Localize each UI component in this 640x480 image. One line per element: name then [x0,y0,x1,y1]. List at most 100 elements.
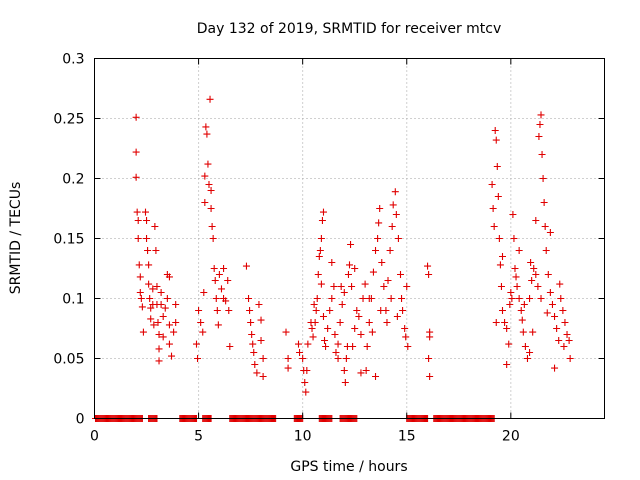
data-point [499,253,506,260]
data-point [355,313,363,320]
data-point [311,319,319,326]
data-point [528,277,536,284]
data-point [394,235,402,242]
data-point [557,295,565,302]
data-point [399,307,407,314]
x-tick-label: 5 [194,429,203,445]
data-point [424,262,432,270]
data-point [170,328,178,336]
y-tick-label: 0.3 [62,52,84,68]
data-point [491,127,499,134]
data-point [391,188,399,196]
data-point [561,319,569,326]
data-point [197,319,205,326]
data-point [209,235,217,242]
data-point [374,235,382,242]
data-point [321,337,329,344]
data-point [226,343,234,350]
data-point [515,295,523,302]
data-point [312,307,320,314]
data-point [322,343,330,350]
data-point [303,367,311,374]
y-tick-label: 0 [76,412,85,428]
data-point [222,297,230,305]
data-point [534,283,542,290]
data-point [215,271,223,278]
data-point [259,373,267,380]
y-tick-label: 0.25 [53,112,84,128]
data-point [337,283,345,290]
data-point [398,295,406,302]
data-point [497,283,505,290]
data-point [404,343,412,350]
data-point [541,223,549,230]
data-point [346,261,353,269]
data-point [488,181,496,188]
data-point [494,193,502,200]
data-point [318,217,326,224]
data-point [551,313,559,320]
data-point [388,223,396,230]
data-point [146,295,154,302]
data-point [513,283,521,290]
data-point [253,369,261,377]
data-point [361,280,369,288]
data-point [155,357,163,365]
data-point [208,223,216,230]
data-point [393,313,401,320]
data-point [163,295,171,302]
data-points-layer [132,95,574,396]
data-point [530,265,538,272]
x-axis-ticks: 0 5 10 15 20 [90,58,520,445]
data-point [341,379,349,386]
data-point [359,295,367,302]
x-tick-label: 0 [90,429,99,445]
data-point [520,301,528,308]
data-point [324,325,332,332]
data-point [542,247,550,254]
data-point [199,328,207,336]
data-point [425,355,433,362]
data-point [331,331,339,338]
x-tick-label: 20 [502,429,520,445]
data-point [377,307,385,314]
y-axis-ticks: 0 0.05 0.1 0.15 0.2 0.25 0.3 [53,52,605,428]
data-point [527,259,535,266]
x-axis-label: GPS time / hours [290,459,407,475]
data-point [517,307,525,314]
data-point [357,331,365,338]
data-point [200,289,208,296]
data-point [375,219,383,227]
data-point [259,355,267,362]
data-point [247,319,255,326]
data-point [284,355,292,362]
data-point [511,265,519,272]
data-point [246,307,254,314]
x-tick-label: 15 [398,429,416,445]
data-point [357,369,365,377]
data-point [296,349,304,356]
data-point [383,319,391,326]
data-point [328,259,336,266]
data-point [426,373,434,380]
data-point [207,187,215,194]
data-point [317,280,325,288]
data-point [512,273,520,281]
grid-layer [94,58,605,419]
data-point [201,199,209,206]
data-point [537,111,545,119]
data-point [380,283,388,290]
data-point [548,301,556,308]
data-point [501,319,509,326]
y-tick-label: 0.1 [62,292,84,308]
data-point [301,379,309,386]
data-point [535,133,543,140]
data-point [145,280,153,288]
data-point [153,283,161,290]
data-point [402,333,410,341]
data-point [212,295,220,302]
data-point [369,268,377,276]
data-point [426,333,434,341]
y-tick-label: 0.05 [53,352,84,368]
